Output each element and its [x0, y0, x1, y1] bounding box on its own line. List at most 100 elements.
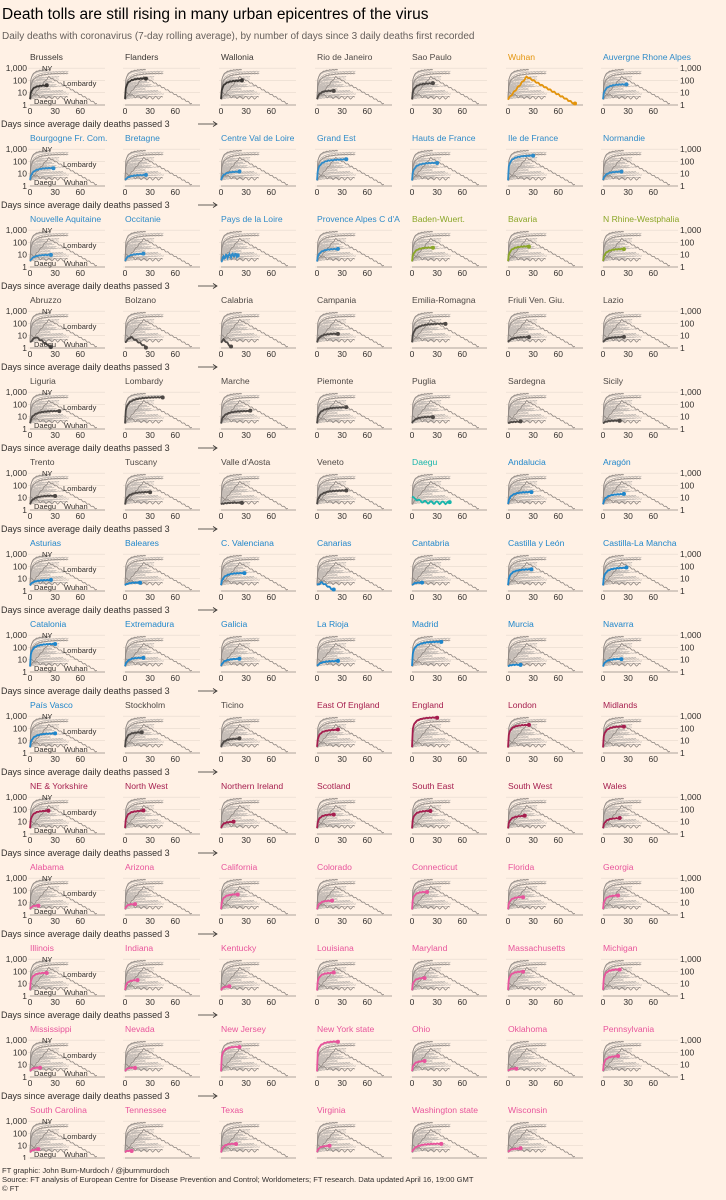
reference-curve — [316, 91, 355, 100]
background-curve — [220, 568, 241, 586]
reference-curve — [507, 172, 546, 181]
panel-title: Calabria — [221, 295, 253, 305]
panel-title: Murcia — [508, 619, 534, 629]
reference-curve — [602, 253, 641, 262]
background-curve — [316, 323, 339, 343]
background-curve — [220, 242, 243, 262]
x-tick-label: 60 — [171, 106, 181, 116]
background-curve — [507, 406, 528, 424]
reference-curve — [316, 562, 385, 591]
series-end-point — [430, 415, 435, 420]
x-axis-title: Days since average daily deaths passed 3 — [1, 443, 170, 453]
reference-curve — [29, 415, 68, 424]
x-tick-label: 0 — [219, 268, 224, 278]
series-line — [602, 419, 620, 424]
reference-curve — [602, 157, 671, 186]
x-tick-label: 30 — [432, 349, 442, 359]
x-tick-label: 0 — [219, 511, 224, 521]
reference-curve — [220, 562, 289, 591]
panel-title: South West — [508, 781, 553, 791]
y-tick-label: 1,000 — [6, 63, 28, 73]
background-curve — [124, 331, 146, 343]
background-curve — [124, 409, 149, 423]
background-curve — [29, 402, 60, 424]
series-line — [124, 252, 144, 262]
background-curve — [316, 562, 346, 585]
x-tick-label: 30 — [528, 835, 538, 845]
panel-title: Tuscany — [125, 457, 158, 467]
background-curve — [411, 233, 448, 262]
series-line — [316, 247, 339, 262]
background-curve — [29, 394, 50, 424]
series-line — [124, 173, 147, 181]
background-curve — [316, 80, 339, 100]
background-curve — [507, 151, 528, 181]
panel-title: Lombardy — [125, 376, 164, 386]
x-tick-label: 60 — [554, 835, 564, 845]
background-curve — [316, 481, 346, 504]
x-axis-arrowhead — [212, 607, 218, 613]
reference-label: Lombardy — [63, 160, 97, 169]
series-line — [411, 495, 451, 506]
background-curve — [29, 487, 41, 504]
background-curve — [220, 233, 257, 262]
background-curve — [29, 313, 50, 343]
background-curve — [29, 157, 59, 180]
reference-curve — [411, 400, 480, 429]
reference-curve — [507, 91, 546, 100]
x-tick-label: 0 — [28, 673, 33, 683]
panel-title: Navarra — [603, 619, 634, 629]
background-curve — [29, 244, 50, 262]
background-curve — [507, 487, 519, 504]
series-end-point — [143, 345, 148, 350]
x-tick-label: 60 — [76, 268, 86, 278]
background-curve — [220, 409, 245, 423]
series-line — [602, 566, 627, 586]
background-curve — [507, 331, 529, 343]
background-curve — [507, 238, 537, 261]
x-tick-label: 60 — [649, 187, 659, 197]
background-curve — [220, 152, 257, 181]
background-curve — [316, 166, 341, 180]
series-line — [220, 170, 240, 181]
x-tick-label: 60 — [554, 673, 564, 683]
reference-curve — [124, 315, 163, 342]
reference-curve — [316, 253, 355, 262]
x-tick-label: 60 — [76, 997, 86, 1007]
background-curve — [29, 567, 55, 586]
background-curve — [411, 406, 432, 424]
background-curve — [507, 233, 544, 262]
series-end-point — [522, 813, 527, 818]
panel-title: Colorado — [317, 862, 352, 872]
background-curve — [220, 564, 251, 586]
background-curve — [29, 323, 52, 343]
background-curve — [602, 171, 636, 181]
background-curve — [316, 313, 337, 343]
x-tick-label: 0 — [219, 754, 224, 764]
x-tick-label: 30 — [432, 592, 442, 602]
x-tick-label: 0 — [506, 916, 511, 926]
background-curve — [602, 412, 624, 424]
background-curve — [507, 568, 519, 585]
series-end-point — [619, 657, 624, 662]
background-curve — [507, 247, 532, 261]
background-curve — [124, 574, 146, 586]
background-curve — [316, 406, 328, 423]
background-curve — [411, 151, 432, 181]
background-curve — [507, 314, 544, 343]
background-curve — [602, 71, 639, 100]
x-tick-label: 0 — [219, 187, 224, 197]
background-curve — [602, 151, 623, 181]
background-curve — [220, 485, 243, 505]
background-curve — [602, 163, 623, 181]
background-curve — [507, 82, 528, 100]
panel-title: Castilla-La Mancha — [603, 538, 677, 548]
series-end-point — [57, 409, 62, 414]
background-curve — [124, 568, 136, 585]
x-tick-label: 30 — [50, 673, 60, 683]
background-curve — [124, 321, 155, 343]
x-tick-label: 30 — [50, 916, 60, 926]
